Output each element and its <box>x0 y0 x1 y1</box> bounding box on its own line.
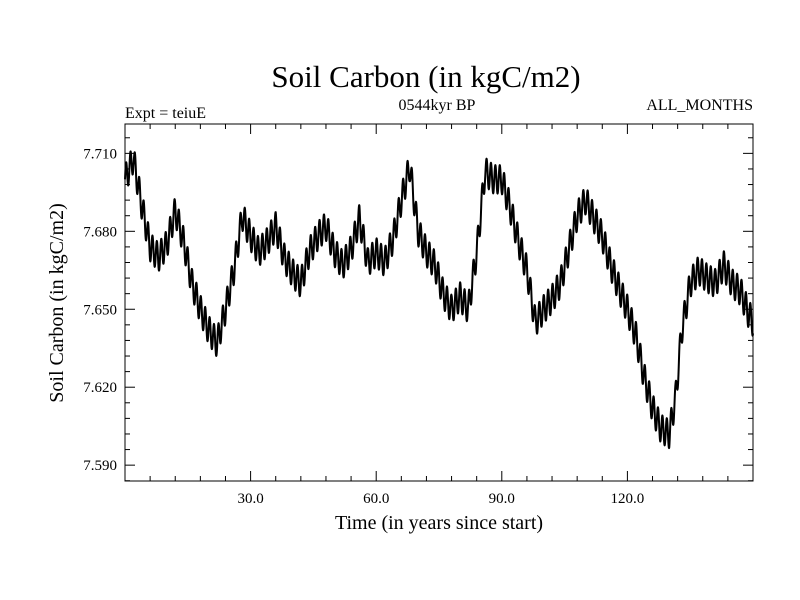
y-tick-label: 7.620 <box>83 380 117 396</box>
series-line <box>124 150 754 450</box>
y-tick-label: 7.650 <box>83 302 117 318</box>
axis-ticks <box>125 124 753 482</box>
y-tick-label: 7.590 <box>83 458 117 474</box>
x-tick-label: 30.0 <box>237 491 263 507</box>
chart-title: Soil Carbon (in kgC/m2) <box>271 59 580 94</box>
x-axis-label: Time (in years since start) <box>335 512 543 534</box>
y-tick-label: 7.710 <box>83 146 117 162</box>
y-tick-label: 7.680 <box>83 224 117 240</box>
x-tick-label: 120.0 <box>611 491 645 507</box>
months-label: ALL_MONTHS <box>646 97 753 114</box>
y-axis-label: Soil Carbon (in kgC/m2) <box>46 203 68 402</box>
chart-subtitle: 0544kyr BP <box>399 97 476 114</box>
x-tick-label: 90.0 <box>489 491 515 507</box>
x-tick-label: 60.0 <box>363 491 389 507</box>
tick-labels: 30.0 60.0 90.0 120.0 7.590 7.620 7.650 7.680 7.7… <box>83 146 644 507</box>
experiment-label: Expt = teiuE <box>125 105 206 122</box>
plot-frame <box>124 123 754 482</box>
